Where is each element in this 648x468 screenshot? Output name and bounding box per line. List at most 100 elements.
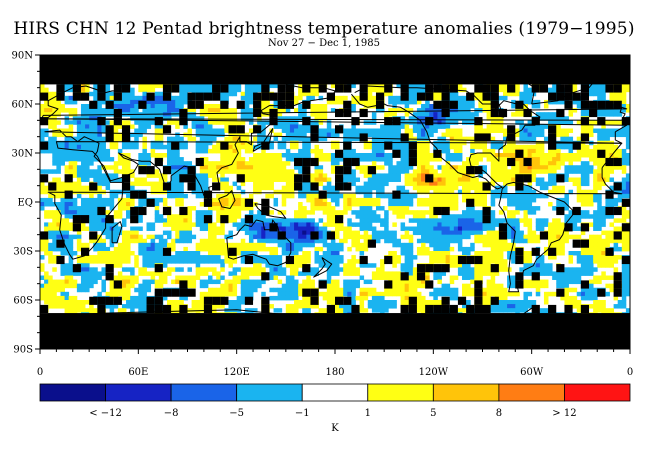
anomaly-cell xyxy=(359,251,365,256)
anomaly-cell xyxy=(556,161,561,166)
anomaly-cell xyxy=(552,169,557,174)
anomaly-cell xyxy=(593,169,598,174)
anomaly-cell xyxy=(220,226,225,231)
anomaly-cell xyxy=(416,83,422,89)
anomaly-cell xyxy=(625,181,630,187)
anomaly-cell xyxy=(80,136,86,142)
anomaly-cell xyxy=(207,140,213,146)
anomaly-cell xyxy=(470,136,475,142)
anomaly-cell xyxy=(359,206,365,211)
anomaly-cell xyxy=(470,242,475,248)
anomaly-cell xyxy=(158,251,164,256)
anomaly-cell xyxy=(310,202,315,207)
anomaly-cell xyxy=(453,214,459,219)
anomaly-cell xyxy=(425,161,430,166)
anomaly-cell xyxy=(396,99,401,105)
anomaly-cell xyxy=(183,95,188,101)
anomaly-cell xyxy=(261,153,266,158)
anomaly-cell xyxy=(277,189,283,195)
anomaly-cell xyxy=(548,177,553,182)
anomaly-cell xyxy=(179,169,184,174)
anomaly-cell xyxy=(265,136,270,142)
anomaly-cell xyxy=(97,157,102,162)
anomaly-cell xyxy=(445,222,451,227)
anomaly-cell xyxy=(384,157,389,162)
anomaly-cell xyxy=(371,202,377,207)
anomaly-cell xyxy=(453,193,459,199)
anomaly-cell xyxy=(330,132,336,138)
anomaly-cell xyxy=(40,185,45,191)
anomaly-cell xyxy=(584,161,590,166)
anomaly-cell xyxy=(625,210,630,215)
anomaly-cell xyxy=(343,193,348,199)
anomaly-cell xyxy=(437,226,442,231)
anomaly-cell xyxy=(429,157,434,162)
anomaly-cell xyxy=(621,238,627,244)
anomaly-cell xyxy=(199,214,205,219)
anomaly-cell xyxy=(97,251,102,256)
anomaly-cell xyxy=(601,144,606,150)
anomaly-cell xyxy=(482,165,487,170)
anomaly-cell xyxy=(593,214,598,219)
anomaly-cell xyxy=(523,124,528,129)
anomaly-cell xyxy=(412,193,418,199)
anomaly-cell xyxy=(531,210,537,215)
anomaly-cell xyxy=(56,218,61,223)
anomaly-cell xyxy=(531,173,537,178)
anomaly-cell xyxy=(265,238,270,244)
anomaly-cell xyxy=(527,189,533,195)
anomaly-cell xyxy=(523,234,528,240)
anomaly-cell xyxy=(162,189,168,195)
anomaly-cell xyxy=(302,234,307,240)
anomaly-cell xyxy=(306,136,311,142)
anomaly-cell xyxy=(85,153,90,158)
anomaly-cell xyxy=(306,95,311,101)
anomaly-cell xyxy=(494,193,500,199)
anomaly-cell xyxy=(556,202,561,207)
anomaly-cell xyxy=(490,218,496,223)
anomaly-cell xyxy=(494,230,500,236)
anomaly-cell xyxy=(277,173,283,178)
anomaly-cell xyxy=(593,218,598,223)
anomaly-cell xyxy=(371,116,377,121)
anomaly-cell xyxy=(433,218,438,223)
anomaly-cell xyxy=(502,165,508,170)
anomaly-cell xyxy=(277,169,283,174)
anomaly-cell xyxy=(68,226,74,231)
anomaly-cell xyxy=(134,226,139,231)
anomaly-cell xyxy=(212,128,217,133)
anomaly-cell xyxy=(593,173,598,178)
anomaly-cell xyxy=(416,173,422,178)
anomaly-cell xyxy=(138,251,143,256)
anomaly-cell xyxy=(302,218,307,223)
anomaly-cell xyxy=(248,108,254,113)
anomaly-cell xyxy=(457,132,463,138)
anomaly-cell xyxy=(195,181,201,187)
anomaly-cell xyxy=(355,153,360,158)
anomaly-cell xyxy=(531,153,537,158)
anomaly-cell xyxy=(388,234,393,240)
anomaly-cell xyxy=(556,144,561,150)
anomaly-cell xyxy=(486,157,492,162)
anomaly-cell xyxy=(416,169,422,174)
anomaly-cell xyxy=(564,169,569,174)
anomaly-cell xyxy=(445,169,451,174)
anomaly-cell xyxy=(453,157,459,162)
anomaly-cell xyxy=(462,189,467,195)
anomaly-cell xyxy=(80,132,86,138)
anomaly-cell xyxy=(466,251,471,256)
anomaly-cell xyxy=(519,165,524,170)
anomaly-cell xyxy=(584,108,590,113)
anomaly-cell xyxy=(339,222,344,227)
anomaly-cell xyxy=(416,124,422,129)
anomaly-cell xyxy=(568,108,574,113)
anomaly-cell xyxy=(302,210,307,215)
anomaly-cell xyxy=(609,95,615,101)
anomaly-cell xyxy=(302,132,307,138)
anomaly-cell xyxy=(80,161,86,166)
anomaly-cell xyxy=(421,222,426,227)
anomaly-cell xyxy=(421,210,426,215)
anomaly-cell xyxy=(453,144,459,150)
anomaly-cell xyxy=(130,95,135,101)
anomaly-cell xyxy=(449,226,455,231)
